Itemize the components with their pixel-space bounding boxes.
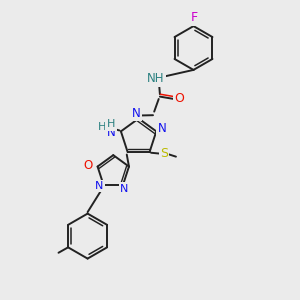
Text: NH: NH (147, 72, 164, 86)
Text: N: N (132, 106, 141, 120)
Text: O: O (174, 92, 184, 105)
Text: S: S (160, 147, 168, 160)
Text: F: F (191, 11, 198, 24)
Text: N: N (106, 126, 116, 139)
Text: N: N (95, 181, 103, 191)
Text: N: N (158, 122, 167, 135)
Text: H: H (98, 122, 106, 133)
Text: H: H (107, 119, 115, 130)
Text: N: N (120, 184, 129, 194)
Text: O: O (83, 158, 92, 172)
